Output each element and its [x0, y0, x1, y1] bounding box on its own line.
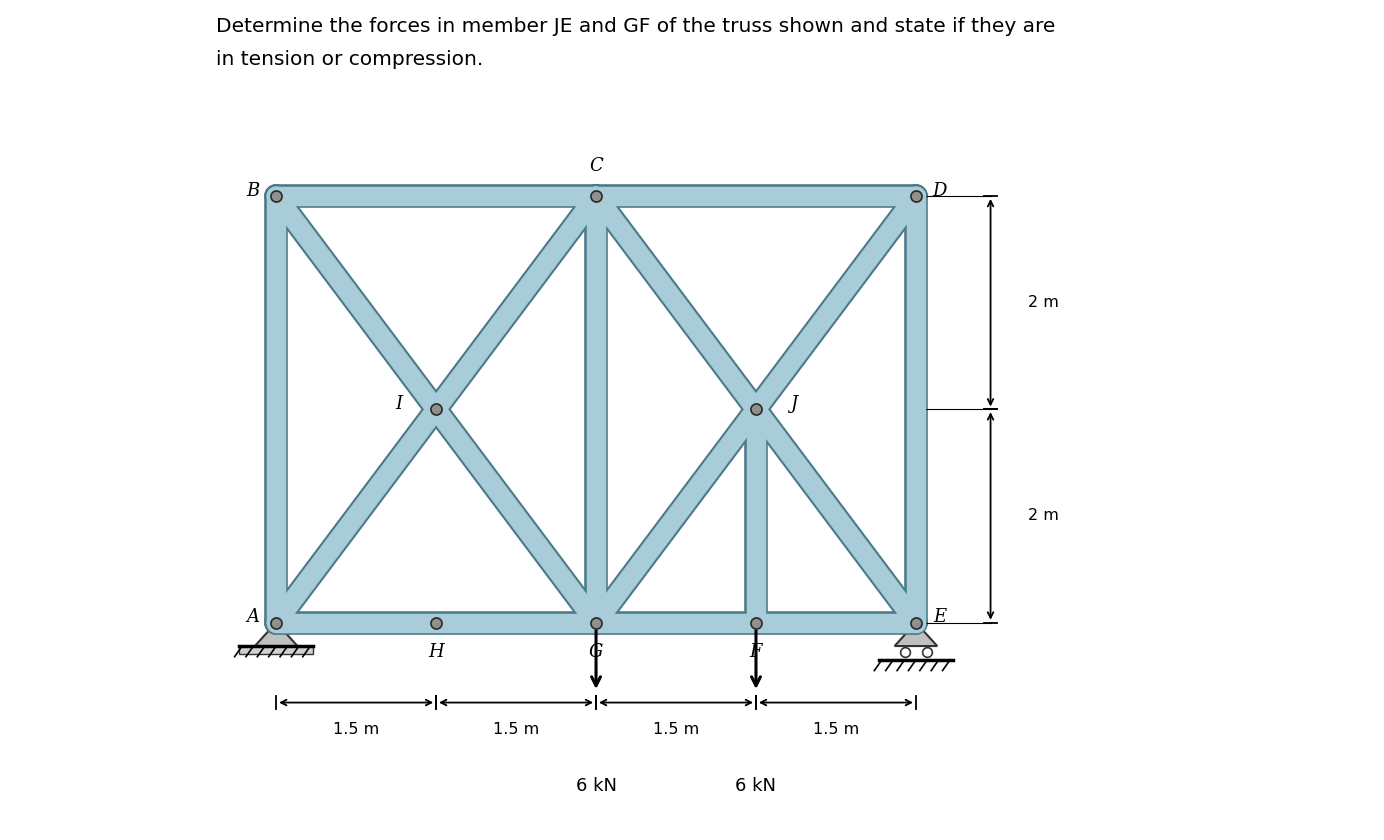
Text: 1.5 m: 1.5 m	[812, 722, 859, 737]
Text: B: B	[246, 181, 259, 200]
Text: 1.5 m: 1.5 m	[493, 722, 540, 737]
Text: 1.5 m: 1.5 m	[334, 722, 379, 737]
Polygon shape	[894, 622, 937, 646]
Text: A: A	[246, 608, 259, 627]
Text: E: E	[933, 608, 945, 627]
Text: 6 kN: 6 kN	[576, 777, 616, 795]
Text: 2 m: 2 m	[1028, 508, 1059, 523]
Polygon shape	[239, 646, 314, 654]
Text: Determine the forces in member JE and GF of the truss shown and state if they ar: Determine the forces in member JE and GF…	[216, 17, 1056, 35]
Polygon shape	[255, 622, 298, 646]
Text: 1.5 m: 1.5 m	[653, 722, 699, 737]
Text: F: F	[750, 643, 763, 661]
Text: J: J	[790, 395, 797, 413]
Text: 2 m: 2 m	[1028, 295, 1059, 310]
Text: H: H	[428, 643, 444, 661]
Text: 6 kN: 6 kN	[735, 777, 776, 795]
Text: D: D	[933, 181, 947, 200]
Text: in tension or compression.: in tension or compression.	[216, 50, 483, 69]
Text: C: C	[590, 157, 603, 176]
Text: I: I	[396, 395, 403, 413]
Text: G: G	[588, 643, 603, 661]
